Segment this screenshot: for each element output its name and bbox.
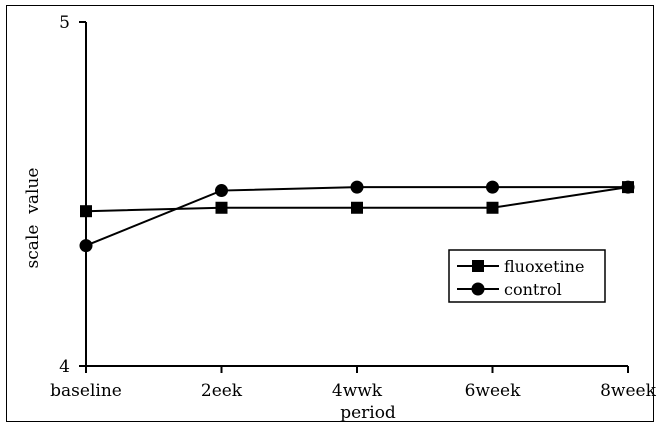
data-point-control	[350, 180, 364, 194]
y-ticks: 45	[59, 13, 86, 377]
data-point-fluoxetine	[80, 205, 92, 218]
data-point-control	[486, 180, 499, 194]
data-point-control	[215, 184, 228, 198]
series-control	[79, 180, 635, 253]
legend-marker	[472, 260, 484, 272]
chart-frame	[6, 5, 654, 422]
legend: fluoxetine control	[448, 249, 606, 303]
axes	[85, 22, 628, 367]
legend-marker	[471, 282, 485, 296]
x-tick-label: 4wwk	[332, 381, 383, 401]
legend-item-fluoxetine: fluoxetine	[457, 257, 584, 276]
data-point-control	[621, 180, 635, 194]
x-ticks: baseline 2eek 4wwk 6week 8week	[50, 366, 657, 401]
data-point-fluoxetine	[486, 201, 499, 214]
data-point-control	[79, 239, 93, 253]
x-tick-label: 6week	[465, 381, 521, 401]
y-tick-label: 4	[59, 357, 70, 377]
legend-label: control	[504, 280, 562, 299]
x-tick-label: baseline	[50, 381, 122, 401]
data-point-fluoxetine	[351, 201, 363, 214]
x-tick-label: 2eek	[201, 381, 243, 401]
legend-item-control: control	[457, 280, 562, 299]
y-axis-label: scale value	[23, 168, 43, 269]
data-point-fluoxetine	[215, 201, 228, 214]
series-layer	[79, 180, 635, 253]
series-line-control	[85, 186, 628, 247]
x-axis-label: period	[340, 403, 396, 423]
legend-label: fluoxetine	[504, 257, 584, 276]
y-tick-label: 5	[59, 13, 70, 33]
x-tick-label: 8week	[600, 381, 656, 401]
